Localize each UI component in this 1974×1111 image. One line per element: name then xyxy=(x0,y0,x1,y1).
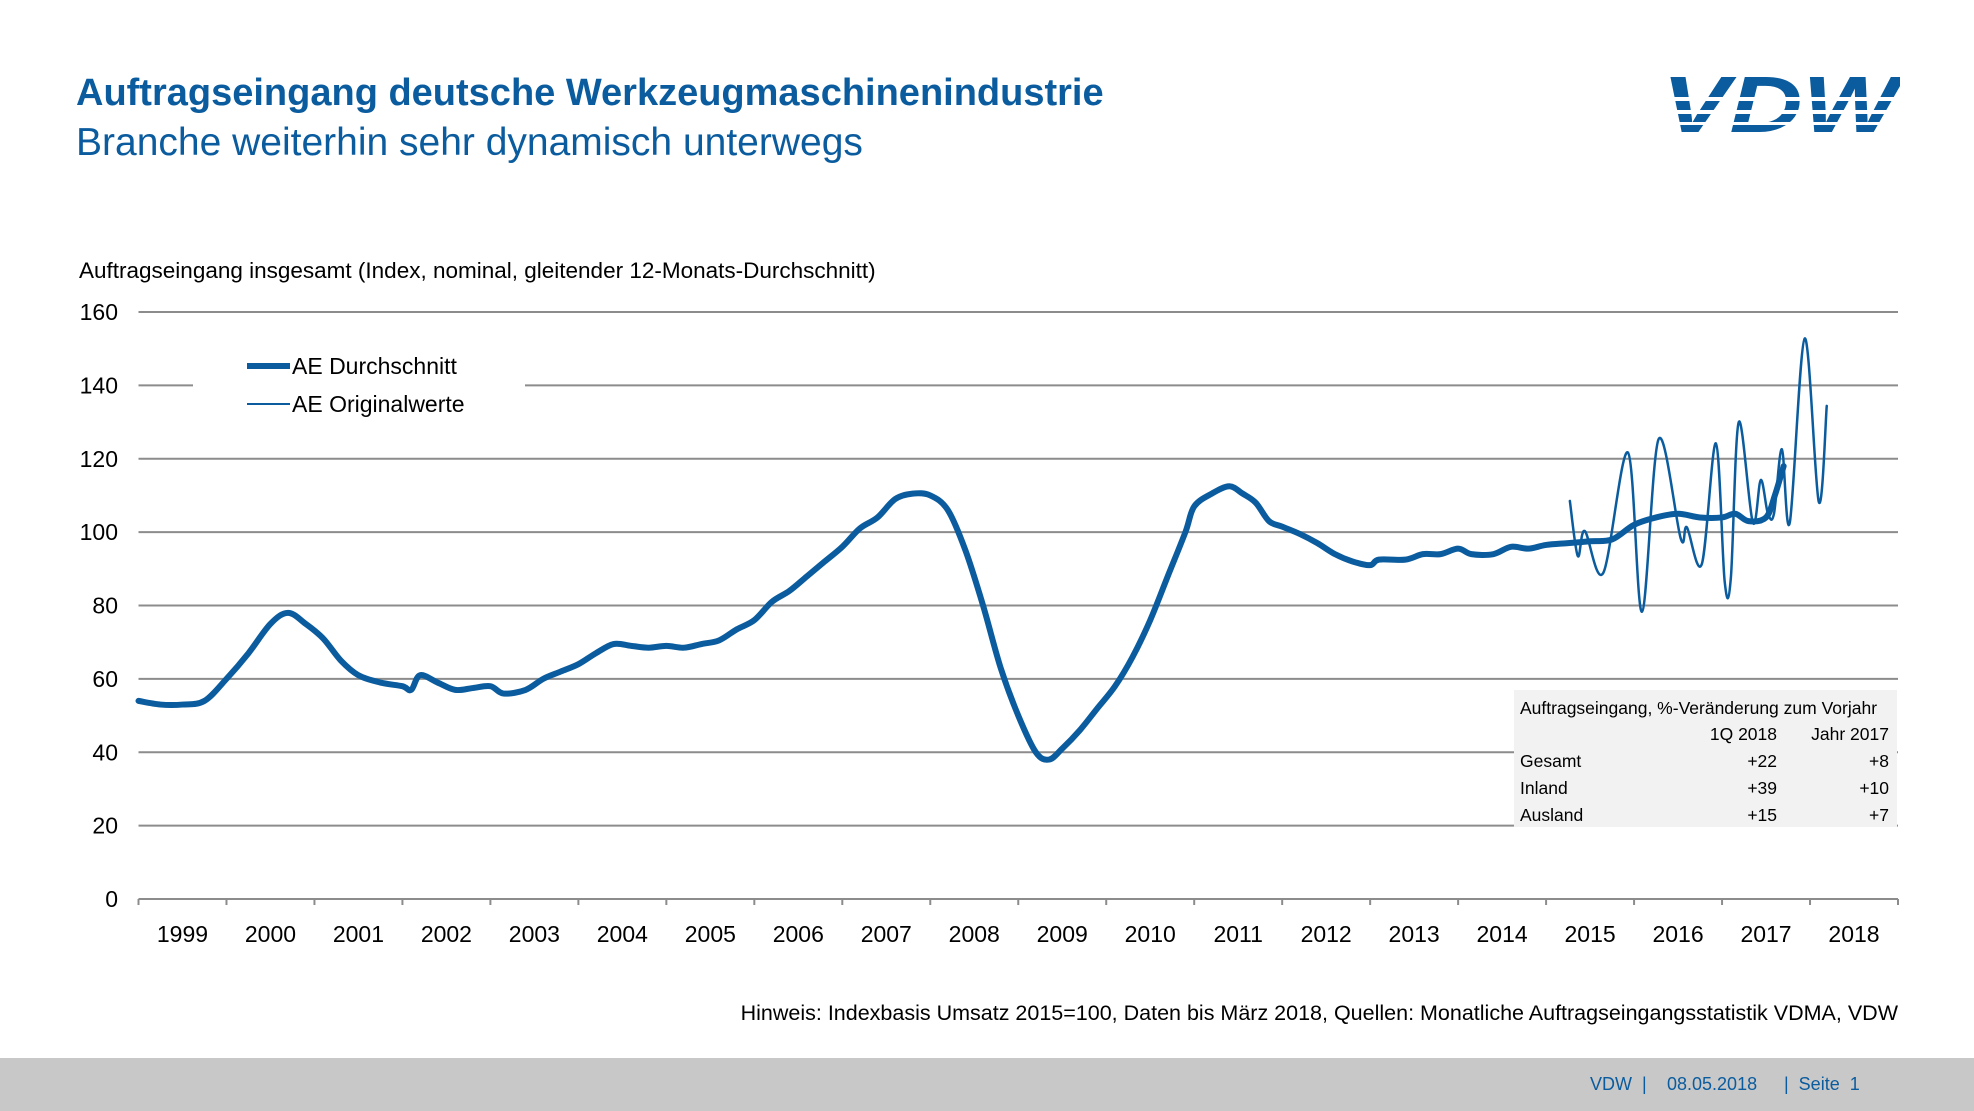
cell: +8 xyxy=(1869,751,1889,771)
legend-label: AE Originalwerte xyxy=(292,391,465,417)
series-line-ae-durchschnitt xyxy=(135,463,1787,763)
legend-label: AE Durchschnitt xyxy=(292,353,458,379)
source-note: Hinweis: Indexbasis Umsatz 2015=100, Dat… xyxy=(740,1001,1898,1025)
vdw-logo: VDW xyxy=(1660,70,1900,138)
x-tick-label: 2002 xyxy=(421,921,472,947)
x-tick-label: 2018 xyxy=(1828,921,1879,947)
footer-page: | Seite 1 xyxy=(1784,1074,1860,1094)
x-tick-label: 2003 xyxy=(509,921,560,947)
y-tick-label: 160 xyxy=(80,299,118,325)
y-tick-label: 100 xyxy=(80,519,118,545)
table-row: Ausland +15 +7 xyxy=(1520,805,1889,832)
table-row: Gesamt +22 +8 xyxy=(1520,751,1889,778)
x-tick-label: 2015 xyxy=(1565,921,1616,947)
x-tick-label: 2000 xyxy=(245,921,296,947)
y-tick-label: 40 xyxy=(92,739,118,765)
page-subtitle: Branche weiterhin sehr dynamisch unterwe… xyxy=(76,121,863,164)
x-tick-label: 2008 xyxy=(949,921,1000,947)
x-tick-label: 2013 xyxy=(1389,921,1440,947)
table-header-row: 1Q 2018 Jahr 2017 xyxy=(1520,724,1889,751)
x-tick-label: 2004 xyxy=(597,921,648,947)
row-label: Inland xyxy=(1520,778,1568,798)
cell: +10 xyxy=(1859,778,1889,798)
summary-table-title: Auftragseingang, %-Veränderung zum Vorja… xyxy=(1520,698,1878,718)
x-tick-label: 2012 xyxy=(1301,921,1352,947)
row-label: Gesamt xyxy=(1520,751,1582,771)
x-tick-label: 2006 xyxy=(773,921,824,947)
y-tick-label: 120 xyxy=(80,446,118,472)
cell: +7 xyxy=(1869,805,1889,825)
x-tick-label: 1999 xyxy=(157,921,208,947)
y-tick-label: 140 xyxy=(80,372,118,398)
footer-org: VDW | xyxy=(1590,1074,1647,1094)
x-tick-label: 2005 xyxy=(685,921,736,947)
footer-date: 08.05.2018 xyxy=(1667,1074,1758,1094)
y-tick-label: 20 xyxy=(92,813,118,839)
table-row: Inland +39 +10 xyxy=(1520,778,1889,805)
summary-table: Auftragseingang, %-Veränderung zum Vorja… xyxy=(1514,690,1897,827)
cell: +15 xyxy=(1747,805,1777,825)
x-tick-label: 2010 xyxy=(1125,921,1176,947)
x-tick-label: 2016 xyxy=(1652,921,1703,947)
x-tick-label: 2017 xyxy=(1740,921,1791,947)
y-tick-label: 0 xyxy=(105,886,118,912)
y-tick-label: 60 xyxy=(92,666,118,692)
footer: VDW | 08.05.2018 | Seite 1 xyxy=(0,1058,1974,1111)
cell: +39 xyxy=(1747,778,1777,798)
svg-text:VDW: VDW xyxy=(1662,70,1900,138)
x-tick-label: 2007 xyxy=(861,921,912,947)
series-line-ae-originalwerte xyxy=(1568,337,1828,613)
x-tick-label: 2001 xyxy=(333,921,384,947)
x-tick-label: 2011 xyxy=(1213,921,1262,947)
column-header: Jahr 2017 xyxy=(1811,724,1889,744)
column-header: 1Q 2018 xyxy=(1709,724,1777,744)
row-label: Ausland xyxy=(1520,805,1584,825)
page-title: Auftragseingang deutsche Werkzeugmaschin… xyxy=(76,72,1104,114)
x-tick-label: 2009 xyxy=(1037,921,1088,947)
cell: +22 xyxy=(1747,751,1777,771)
y-axis-title: Auftragseingang insgesamt (Index, nomina… xyxy=(79,258,876,283)
y-tick-label: 80 xyxy=(92,593,118,619)
x-tick-label: 2014 xyxy=(1477,921,1528,947)
